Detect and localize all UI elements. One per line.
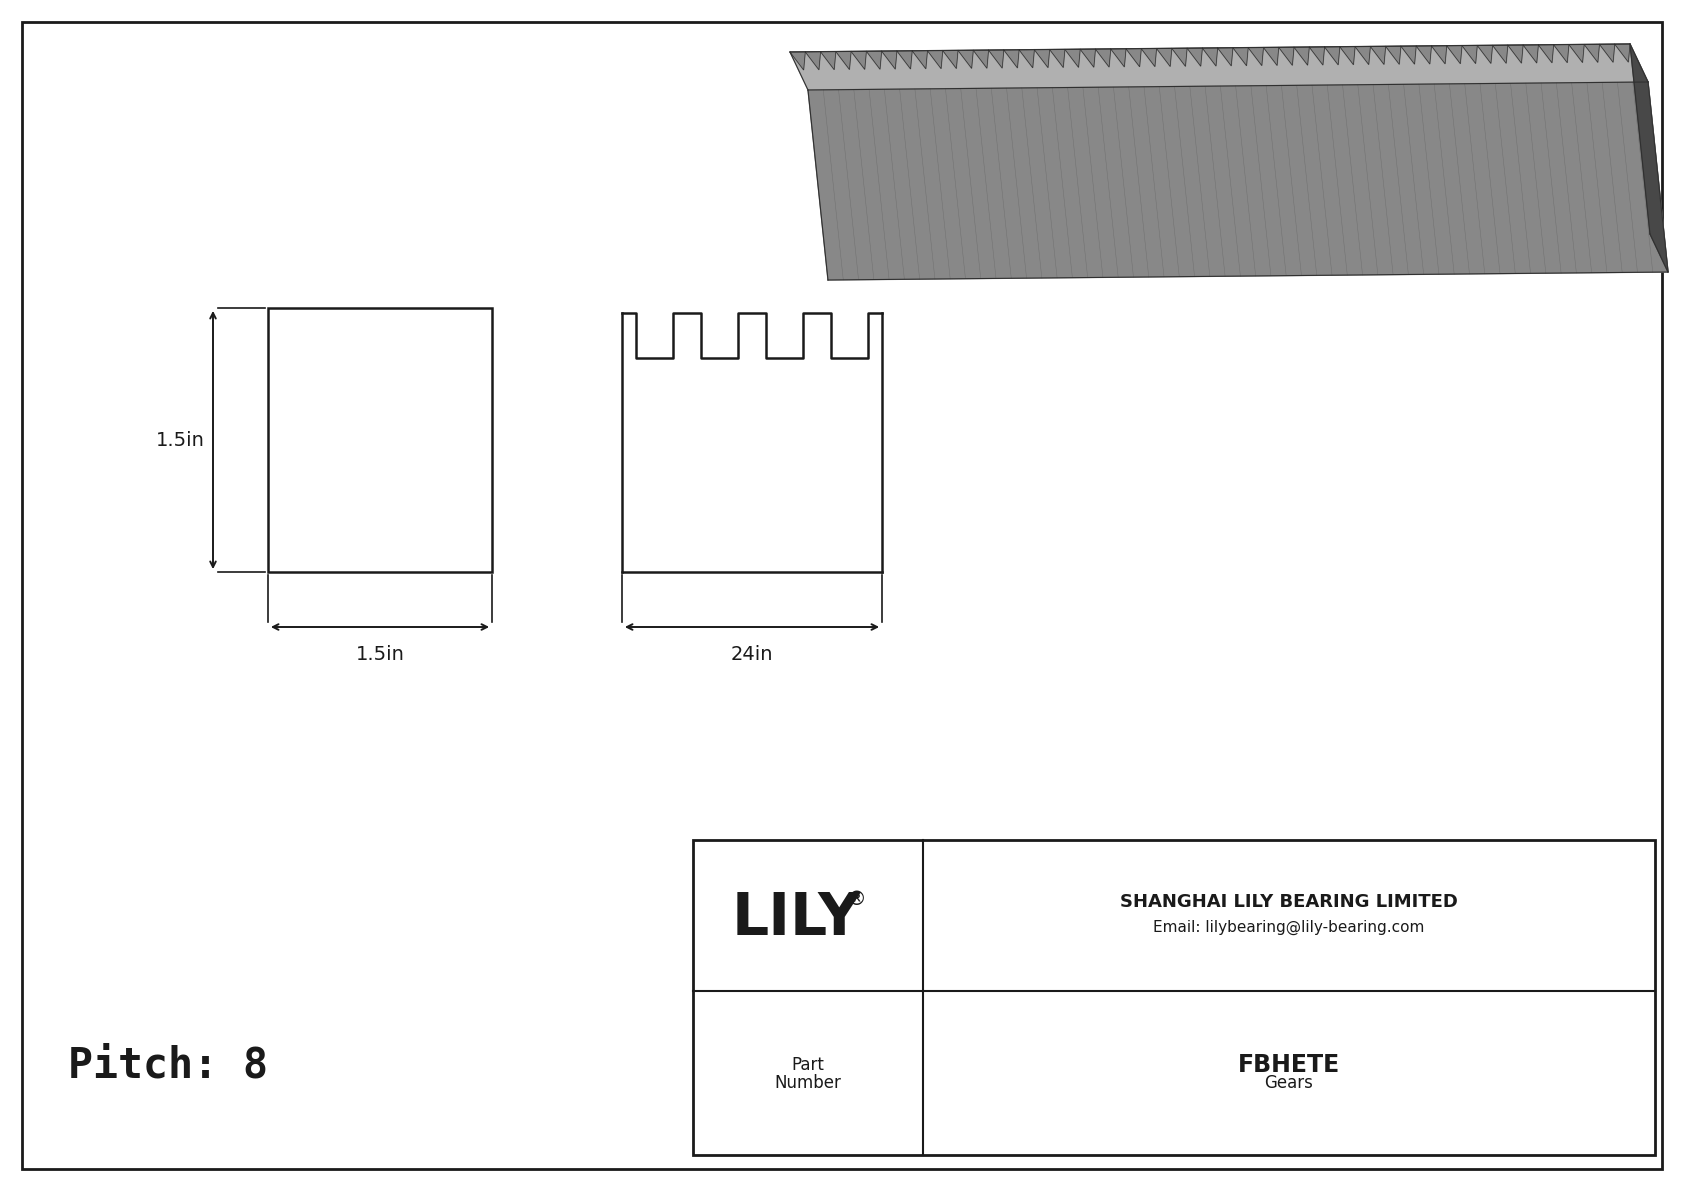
Polygon shape (943, 50, 958, 68)
Polygon shape (1507, 45, 1522, 63)
Polygon shape (1248, 48, 1263, 66)
Polygon shape (1172, 48, 1187, 67)
Bar (694, 840, 1655, 1155)
Polygon shape (1340, 46, 1356, 64)
Polygon shape (1447, 45, 1462, 63)
Text: Pitch: 8: Pitch: 8 (67, 1045, 268, 1086)
Polygon shape (850, 51, 866, 69)
Polygon shape (1293, 48, 1308, 66)
Polygon shape (1202, 48, 1218, 66)
Text: Gears: Gears (1265, 1074, 1314, 1092)
Polygon shape (805, 51, 820, 70)
Polygon shape (1539, 45, 1554, 63)
Polygon shape (1111, 49, 1127, 67)
Polygon shape (1096, 49, 1111, 67)
Polygon shape (1416, 46, 1431, 64)
Text: 1.5in: 1.5in (355, 646, 404, 665)
Polygon shape (1127, 49, 1142, 67)
Polygon shape (1371, 46, 1386, 64)
Polygon shape (1034, 50, 1049, 68)
Polygon shape (1585, 44, 1600, 62)
Polygon shape (1019, 50, 1034, 68)
Text: ®: ® (845, 890, 866, 909)
Polygon shape (1522, 45, 1539, 63)
Polygon shape (973, 50, 989, 68)
Polygon shape (1492, 45, 1507, 63)
Polygon shape (1064, 49, 1079, 68)
Polygon shape (1187, 48, 1202, 67)
Polygon shape (1615, 44, 1630, 62)
Text: Number: Number (775, 1074, 842, 1092)
Polygon shape (1356, 46, 1371, 64)
Polygon shape (866, 51, 882, 69)
Polygon shape (1401, 46, 1416, 64)
Text: 24in: 24in (731, 646, 773, 665)
Polygon shape (1004, 50, 1019, 68)
Polygon shape (1278, 48, 1293, 66)
Polygon shape (1263, 48, 1278, 66)
Polygon shape (1218, 48, 1233, 66)
Polygon shape (913, 51, 928, 69)
Text: FBHETE: FBHETE (1238, 1053, 1340, 1077)
Polygon shape (1142, 49, 1157, 67)
Polygon shape (1462, 45, 1477, 63)
Polygon shape (790, 52, 805, 70)
Polygon shape (1630, 44, 1667, 272)
Text: LILY: LILY (731, 890, 861, 947)
Polygon shape (1477, 45, 1492, 63)
Polygon shape (1569, 44, 1585, 62)
Text: SHANGHAI LILY BEARING LIMITED: SHANGHAI LILY BEARING LIMITED (1120, 892, 1458, 911)
Polygon shape (898, 51, 913, 69)
Polygon shape (835, 51, 850, 69)
Polygon shape (1157, 49, 1172, 67)
Polygon shape (790, 44, 1649, 91)
Polygon shape (820, 51, 835, 69)
Polygon shape (808, 82, 1667, 280)
Polygon shape (1308, 46, 1325, 66)
Bar (268, 308, 492, 572)
Text: Part: Part (791, 1056, 825, 1074)
Polygon shape (1554, 44, 1569, 63)
Polygon shape (1386, 46, 1401, 64)
Polygon shape (989, 50, 1004, 68)
Polygon shape (958, 50, 973, 68)
Polygon shape (1233, 48, 1248, 66)
Polygon shape (1049, 49, 1064, 68)
Text: Email: lilybearing@lily-bearing.com: Email: lilybearing@lily-bearing.com (1154, 919, 1425, 935)
Text: 1.5in: 1.5in (157, 430, 205, 449)
Polygon shape (1600, 44, 1615, 62)
Polygon shape (882, 51, 898, 69)
Polygon shape (1431, 45, 1447, 64)
Polygon shape (1325, 46, 1340, 64)
Polygon shape (928, 50, 943, 69)
Polygon shape (1079, 49, 1096, 67)
